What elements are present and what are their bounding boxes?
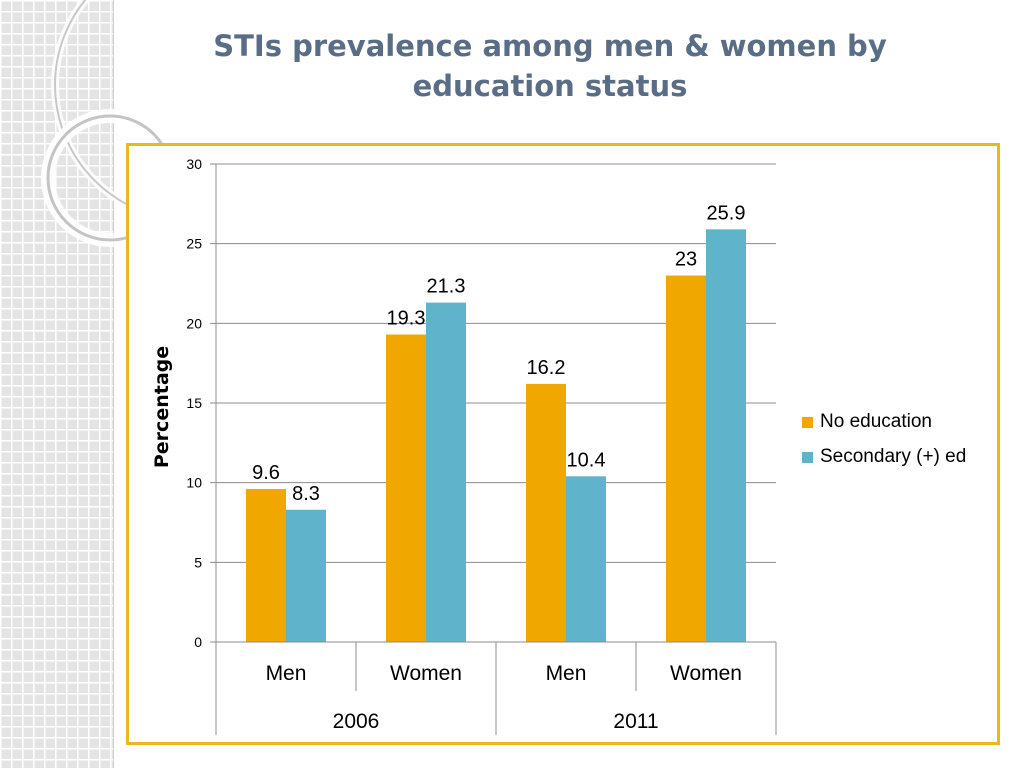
data-label: 25.9 bbox=[707, 202, 746, 224]
legend-swatch bbox=[802, 417, 813, 428]
y-tick-label: 5 bbox=[194, 554, 202, 570]
data-label: 19.3 bbox=[387, 307, 426, 329]
y-tick-label: 30 bbox=[186, 156, 202, 172]
x-category-label: Men bbox=[266, 662, 307, 685]
x-category-label: Women bbox=[390, 662, 462, 685]
legend-label: No education bbox=[820, 411, 932, 432]
data-label: 23 bbox=[675, 249, 697, 271]
y-tick-label: 25 bbox=[186, 236, 202, 252]
y-tick-label: 0 bbox=[194, 634, 202, 650]
data-label: 9.6 bbox=[252, 462, 280, 484]
slide-title: STIs prevalence among men & women by edu… bbox=[213, 29, 887, 103]
x-group-label: 2006 bbox=[333, 710, 380, 733]
y-axis-label: Percentage bbox=[151, 346, 173, 468]
data-label: 16.2 bbox=[527, 357, 566, 379]
legend-swatch bbox=[802, 452, 813, 463]
data-label: 8.3 bbox=[292, 483, 320, 505]
bar bbox=[246, 489, 286, 642]
data-label: 10.4 bbox=[567, 449, 606, 471]
x-group-label: 2011 bbox=[613, 710, 658, 733]
legend-label: Secondary (+) ed bbox=[820, 446, 966, 467]
bar bbox=[706, 229, 746, 642]
bar bbox=[566, 476, 606, 642]
bar bbox=[386, 334, 426, 642]
bar bbox=[286, 509, 326, 642]
bar bbox=[426, 302, 466, 642]
y-tick-label: 10 bbox=[186, 475, 202, 491]
y-tick-label: 15 bbox=[186, 395, 202, 411]
bar bbox=[666, 275, 706, 642]
x-category-label: Women bbox=[670, 662, 742, 685]
bar bbox=[526, 383, 566, 642]
y-tick-label: 20 bbox=[186, 315, 202, 331]
data-label: 21.3 bbox=[427, 276, 466, 298]
x-category-label: Men bbox=[546, 662, 587, 685]
